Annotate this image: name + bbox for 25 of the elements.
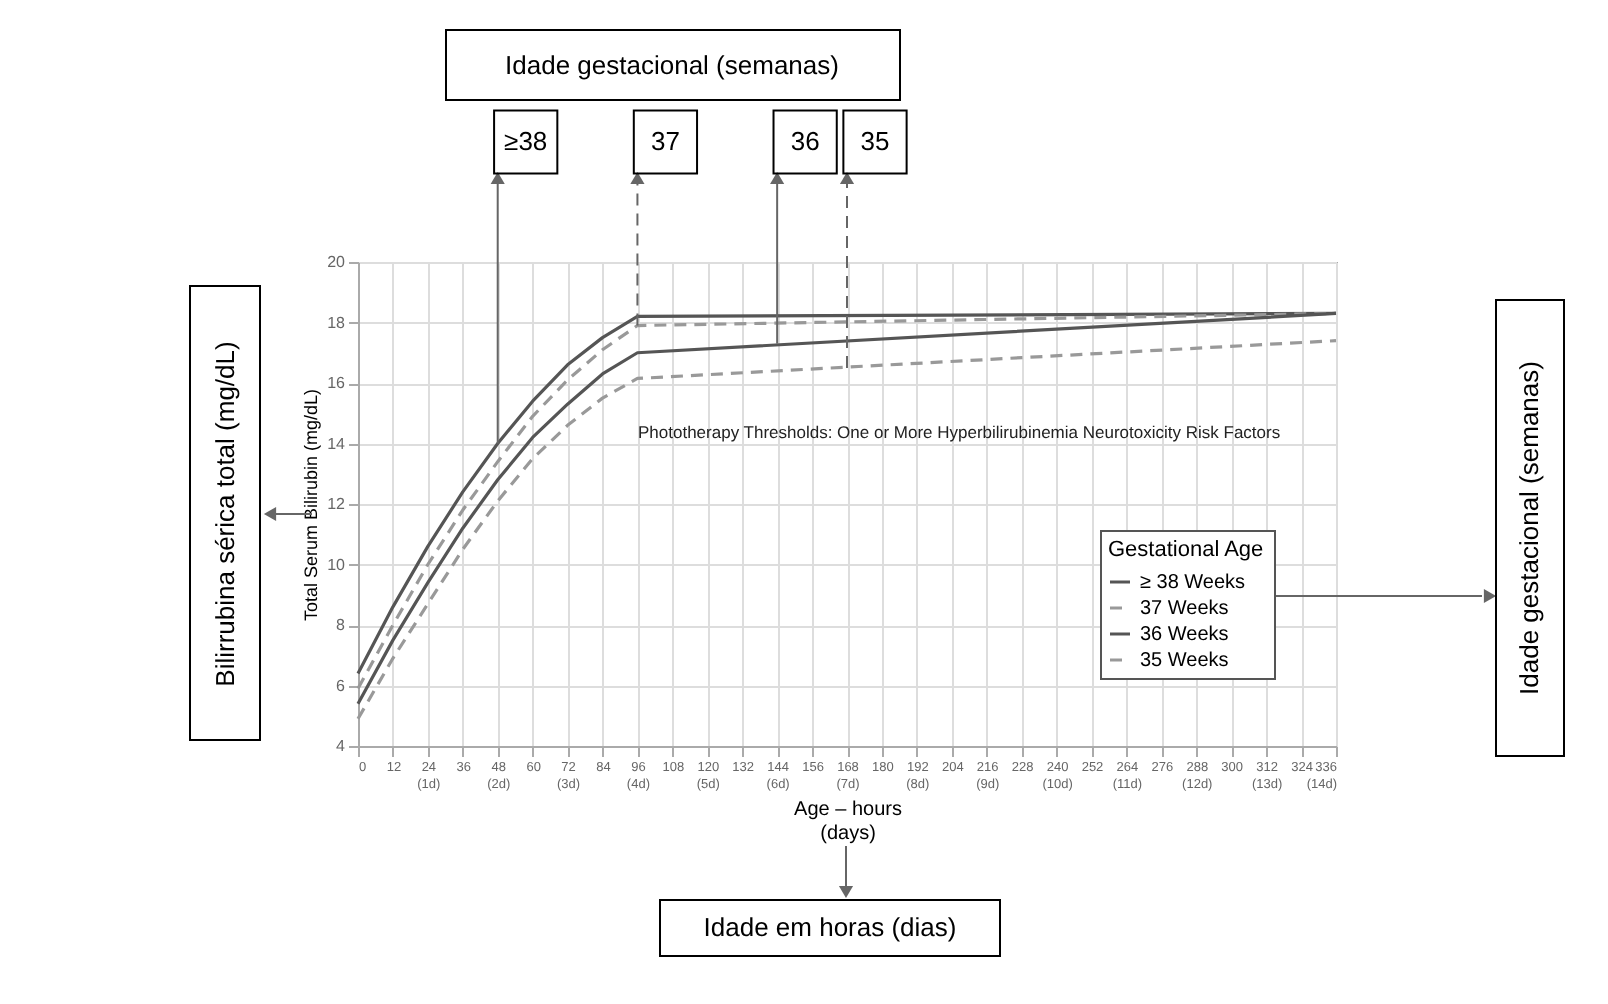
legend-label: 35 Weeks xyxy=(1140,650,1229,672)
annotation: 37 xyxy=(650,126,680,156)
annotation: 36 xyxy=(790,126,820,156)
y-tick-label: 20 xyxy=(327,253,347,271)
y-tick-label: 4 xyxy=(336,737,347,755)
y-tick-label: 10 xyxy=(327,555,347,574)
annotation: Phototherapy Thresholds: One or More Hyperbilirubinemia Neurotoxicity Risk Factors xyxy=(638,422,1281,442)
legend-label: ≥ 38 Weeks xyxy=(1140,572,1246,594)
text: Bilirrubina sérica total (mg/dL) xyxy=(210,341,240,687)
text: Idade em horas (dias) xyxy=(703,912,957,942)
y-tick-label: 14 xyxy=(327,434,347,453)
x-axis-title: Age – hours (days) xyxy=(794,799,902,845)
y-tick-label: 16 xyxy=(327,374,347,392)
y-tick-label: 6 xyxy=(336,676,347,695)
text: Idade gestacional (semanas) xyxy=(505,50,839,80)
legend-label: 37 Weeks xyxy=(1140,598,1229,620)
text: Idade gestacional (semanas) xyxy=(1514,361,1544,695)
y-tick-label: 12 xyxy=(327,495,347,513)
y-tick-label: 8 xyxy=(336,616,347,634)
annotation: 35 xyxy=(860,126,890,156)
annotation: ≥38 xyxy=(504,126,548,156)
y-axis-title: Total Serum Bilirubin (mg/dL) xyxy=(301,388,322,622)
y-tick-label: 18 xyxy=(327,313,347,332)
legend-title: Gestational Age xyxy=(1108,538,1264,562)
legend-label: 36 Weeks xyxy=(1140,624,1229,646)
